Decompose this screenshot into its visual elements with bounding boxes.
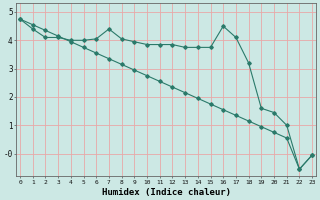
X-axis label: Humidex (Indice chaleur): Humidex (Indice chaleur): [101, 188, 231, 197]
